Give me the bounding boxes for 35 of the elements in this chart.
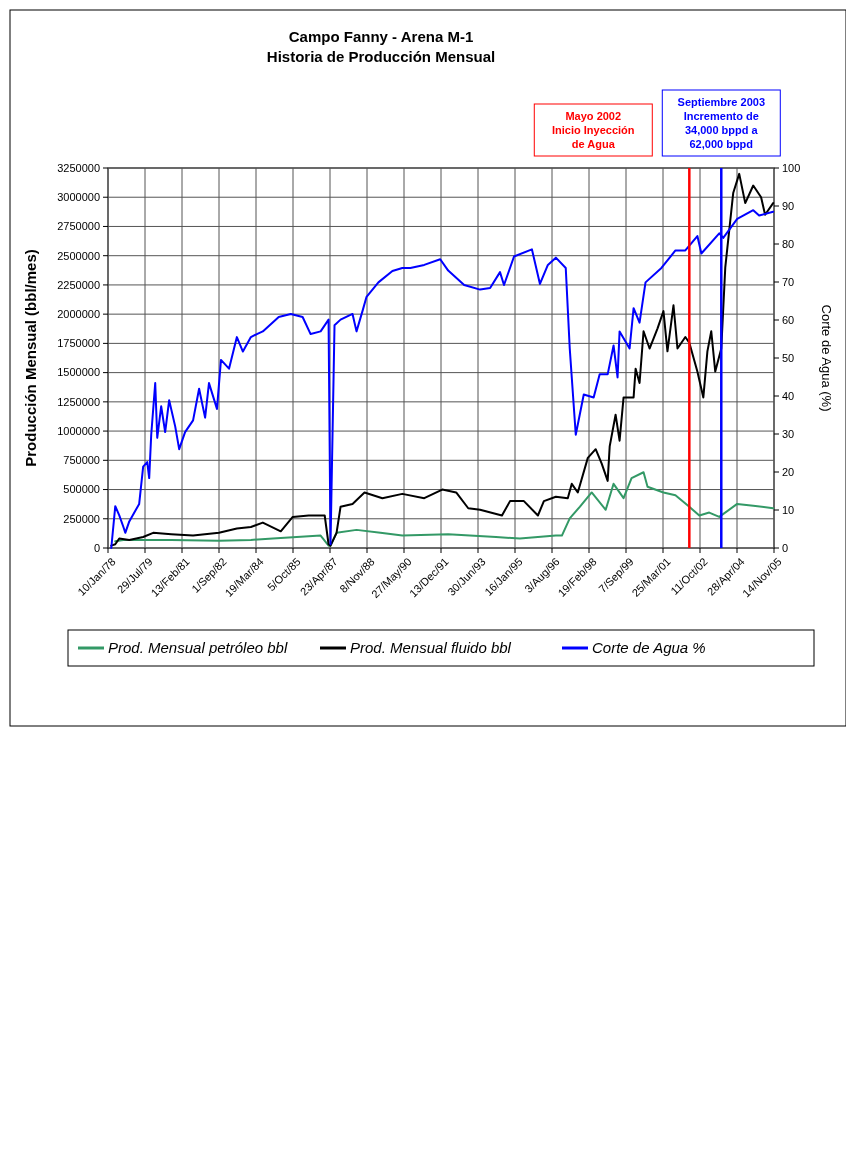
legend-label: Corte de Agua % bbox=[592, 639, 706, 657]
chart-subtitle: Historia de Producción Mensual bbox=[266, 48, 496, 65]
y-tick-label: 2750000 bbox=[57, 220, 100, 233]
y2-tick-label: 20 bbox=[782, 465, 795, 478]
ref-line-label: Mayo 2002 Inicio Inyección de Agua bbox=[552, 110, 635, 150]
y2-tick-label: 70 bbox=[782, 275, 795, 288]
y-tick-label: 2250000 bbox=[57, 278, 100, 291]
y-tick-label: 2500000 bbox=[57, 249, 100, 262]
y-tick-label: 750000 bbox=[63, 454, 100, 467]
y-tick-label: 1250000 bbox=[57, 395, 100, 408]
line-series bbox=[114, 471, 775, 547]
y2-tick-label: 0 bbox=[782, 541, 789, 554]
y2-tick-label: 100 bbox=[782, 161, 801, 174]
legend-label: Prod. Mensual petróleo bbl bbox=[108, 639, 288, 657]
y2-tick-label: 40 bbox=[782, 389, 795, 402]
y-tick-label: 1000000 bbox=[57, 424, 100, 437]
y-axis-title: Producción Mensual (bbl/mes) bbox=[22, 249, 39, 467]
y2-axis-title: Corte de Agua (%) bbox=[819, 304, 834, 412]
ref-line-label: Septiembre 2003 Incremento de 34,000 bppd a 62,000 bppd bbox=[677, 96, 765, 150]
y-tick-label: 0 bbox=[93, 541, 100, 554]
y-tick-label: 3250000 bbox=[57, 161, 100, 174]
y2-tick-label: 90 bbox=[782, 199, 795, 212]
y2-tick-label: 60 bbox=[782, 313, 795, 326]
chart-title: Campo Fanny - Arena M-1 bbox=[288, 28, 474, 45]
y-tick-label: 3000000 bbox=[57, 191, 100, 204]
y-tick-label: 2000000 bbox=[57, 308, 100, 320]
y2-tick-label: 80 bbox=[782, 237, 795, 250]
y-tick-label: 500000 bbox=[63, 483, 100, 496]
y-tick-label: 1500000 bbox=[57, 366, 100, 379]
y2-tick-label: 30 bbox=[782, 427, 795, 440]
legend-label: Prod. Mensual fluido bbl bbox=[350, 639, 512, 657]
y2-tick-label: 10 bbox=[782, 503, 795, 516]
y-tick-label: 1750000 bbox=[57, 337, 100, 350]
y2-tick-label: 50 bbox=[782, 351, 795, 364]
y-tick-label: 250000 bbox=[63, 512, 100, 525]
